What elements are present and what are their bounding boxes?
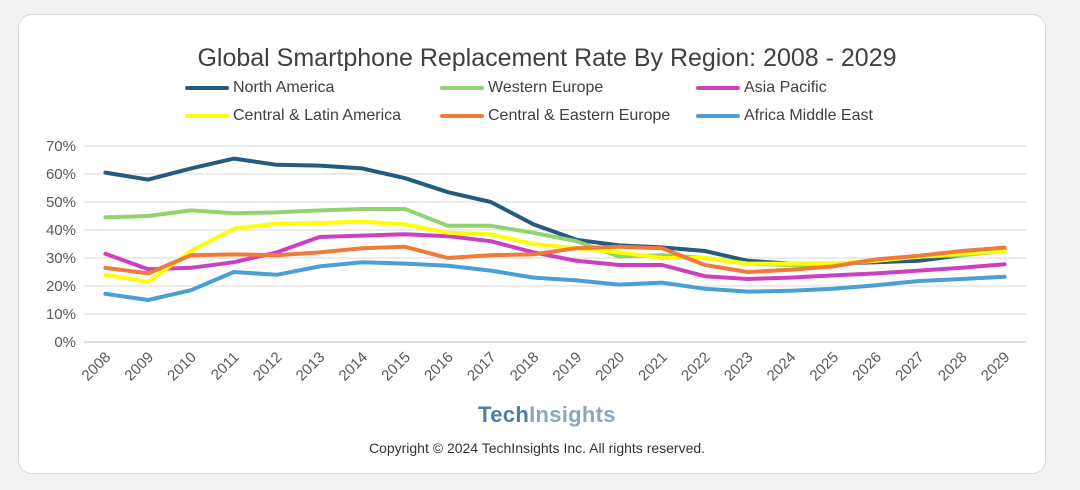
series-line-central-eastern-europe: [103, 244, 1007, 276]
legend-label: Central & Eastern Europe: [488, 107, 671, 124]
legend-item: Africa Middle East: [696, 106, 873, 126]
x-tick-label: 2029: [978, 349, 1014, 385]
legend-item: Central & Latin America: [185, 106, 401, 126]
legend-item: Western Europe: [440, 78, 603, 98]
y-tick-label: 20%: [46, 278, 76, 295]
x-tick-label: 2013: [293, 349, 329, 385]
legend-label: Western Europe: [488, 79, 604, 96]
y-tick-label: 50%: [46, 194, 76, 211]
y-tick-label: 70%: [46, 138, 76, 155]
legend-swatch: [440, 86, 484, 90]
y-tick-label: 30%: [46, 250, 76, 267]
x-tick-label: 2026: [849, 349, 885, 385]
legend-label: North America: [233, 79, 335, 96]
x-tick-label: 2023: [721, 349, 757, 385]
legend-item: Central & Eastern Europe: [440, 106, 670, 126]
x-tick-label: 2028: [935, 349, 971, 385]
x-tick-label: 2019: [550, 349, 586, 385]
x-tick-label: 2014: [336, 349, 372, 385]
series-line-asia-pacific: [103, 232, 1007, 281]
y-tick-label: 0%: [54, 334, 76, 351]
logo-part-insights: Insights: [529, 402, 616, 427]
y-tick-label: 10%: [46, 306, 76, 323]
x-tick-label: 2011: [208, 349, 243, 384]
y-tick-label: 40%: [46, 222, 76, 239]
legend-label: Asia Pacific: [744, 79, 827, 96]
x-tick-label: 2015: [378, 349, 414, 385]
techinsights-logo: TechInsights: [0, 402, 1080, 428]
legend-label: Central & Latin America: [233, 107, 402, 124]
copyright-notice: Copyright © 2024 TechInsights Inc. All r…: [368, 440, 706, 456]
legend-item: Asia Pacific: [696, 78, 827, 98]
x-tick-label: 2012: [250, 349, 286, 385]
chart-title: Global Smartphone Replacement Rate By Re…: [197, 44, 897, 72]
legend-swatch: [185, 86, 229, 90]
x-tick-label: 2017: [464, 349, 500, 385]
x-tick-label: 2022: [678, 349, 714, 385]
legend-swatch: [185, 114, 229, 118]
x-tick-label: 2009: [121, 349, 157, 385]
legend-item: North America: [185, 78, 334, 98]
y-tick-label: 60%: [46, 166, 76, 183]
x-tick-label: 2020: [592, 349, 628, 385]
x-tick-label: 2008: [79, 349, 115, 385]
x-tick-label: 2010: [164, 349, 200, 385]
series-line-africa-middle-east: [103, 260, 1007, 302]
legend-swatch: [696, 114, 740, 118]
legend-label: Africa Middle East: [744, 107, 873, 124]
legend-swatch: [696, 86, 740, 90]
x-tick-label: 2027: [892, 349, 928, 385]
legend-swatch: [440, 114, 484, 118]
x-tick-label: 2025: [807, 349, 843, 385]
x-tick-label: 2016: [421, 349, 457, 385]
x-tick-label: 2021: [635, 349, 671, 385]
logo-part-tech: Tech: [478, 402, 530, 427]
x-tick-label: 2024: [764, 349, 800, 385]
x-tick-label: 2018: [507, 349, 543, 385]
